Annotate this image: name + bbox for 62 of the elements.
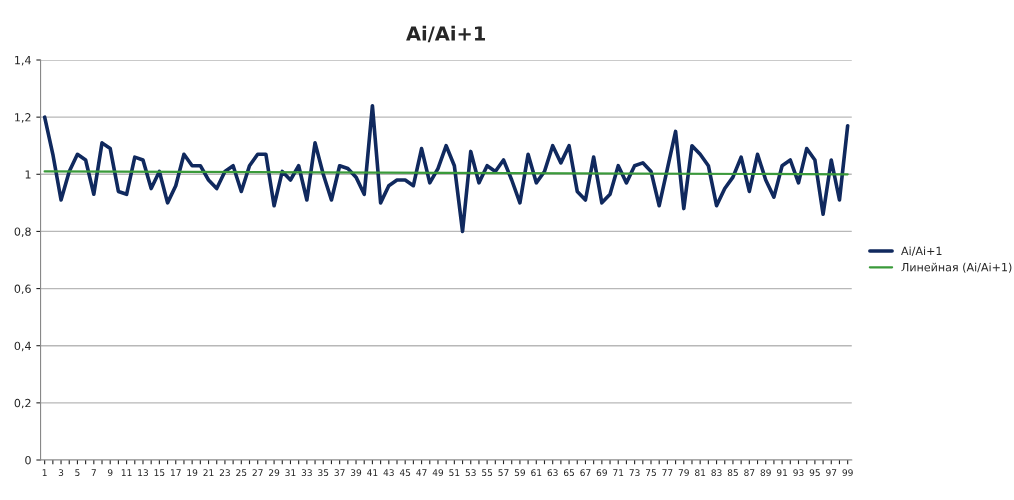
x-tick-label: 83 xyxy=(711,469,722,477)
x-tick-label: 77 xyxy=(662,469,673,476)
y-tick-label: 1,2 xyxy=(15,113,31,123)
x-tick-label: 33 xyxy=(301,469,312,477)
x-tick-label: 23 xyxy=(219,469,230,477)
x-tick-label: 41 xyxy=(367,469,378,476)
x-tick-label: 21 xyxy=(203,469,214,476)
legend-label: Ai/Ai+1 xyxy=(901,246,942,256)
y-tick-label: 0 xyxy=(25,455,31,465)
x-tick-label: 51 xyxy=(449,469,460,477)
x-tick-label: 29 xyxy=(269,469,280,477)
x-tick-label: 63 xyxy=(547,469,558,477)
x-tick-label: 3 xyxy=(58,469,64,477)
x-tick-label: 25 xyxy=(236,469,247,477)
x-tick-label: 55 xyxy=(482,469,493,477)
y-tick-label: 1,4 xyxy=(15,56,31,66)
x-tick-label: 59 xyxy=(514,469,526,477)
x-tick-label: 15 xyxy=(154,469,165,477)
x-tick-label: 5 xyxy=(75,469,80,477)
x-tick-label: 11 xyxy=(121,469,132,476)
x-tick-label: 73 xyxy=(629,469,640,477)
x-tick-label: 91 xyxy=(776,469,788,477)
y-tick-label: 0,8 xyxy=(14,227,31,237)
x-tick-label: 69 xyxy=(596,469,607,477)
x-tick-label: 71 xyxy=(613,469,624,476)
x-tick-label: 57 xyxy=(498,469,509,477)
x-tick-label: 35 xyxy=(318,469,329,477)
chart-title: Ai/Ai+1 xyxy=(406,25,485,43)
x-tick-label: 97 xyxy=(826,469,837,477)
y-tick-label: 0,4 xyxy=(14,341,31,352)
x-tick-label: 95 xyxy=(809,469,820,477)
x-tick-label: 27 xyxy=(252,469,263,476)
x-tick-label: 19 xyxy=(187,469,198,477)
x-tick-label: 47 xyxy=(416,469,427,476)
y-tick-label: 0,2 xyxy=(14,398,31,409)
x-tick-label: 13 xyxy=(138,469,148,477)
x-tick-label: 1 xyxy=(42,469,47,476)
y-tick-label: 1 xyxy=(25,170,31,179)
x-tick-label: 93 xyxy=(793,469,804,477)
x-tick-label: 7 xyxy=(91,469,96,476)
x-tick-label: 31 xyxy=(285,469,296,477)
x-tick-label: 37 xyxy=(334,469,345,477)
line-series xyxy=(42,103,850,234)
x-tick-label: 79 xyxy=(678,469,689,477)
x-tick-label: 61 xyxy=(531,469,542,477)
x-tick-label: 65 xyxy=(563,469,575,477)
x-tick-label: 99 xyxy=(842,469,853,477)
legend-label: Линейная (Ai/Ai+1) xyxy=(901,262,1012,273)
x-tick-label: 49 xyxy=(432,469,444,477)
x-tick-label: 81 xyxy=(695,469,706,477)
x-tick-label: 43 xyxy=(383,469,394,477)
x-tick-label: 75 xyxy=(646,469,656,477)
x-tick-label: 45 xyxy=(399,469,411,477)
x-tick-label: 53 xyxy=(465,469,476,477)
x-tick-label: 17 xyxy=(171,469,181,476)
x-tick-label: 87 xyxy=(744,469,755,477)
x-tick-label: 9 xyxy=(107,469,113,477)
x-tick-label: 67 xyxy=(580,469,591,477)
x-tick-label: 39 xyxy=(350,469,362,477)
x-tick-label: 89 xyxy=(760,469,771,477)
x-tick-label: 85 xyxy=(727,469,738,477)
y-tick-label: 0,6 xyxy=(14,284,31,295)
